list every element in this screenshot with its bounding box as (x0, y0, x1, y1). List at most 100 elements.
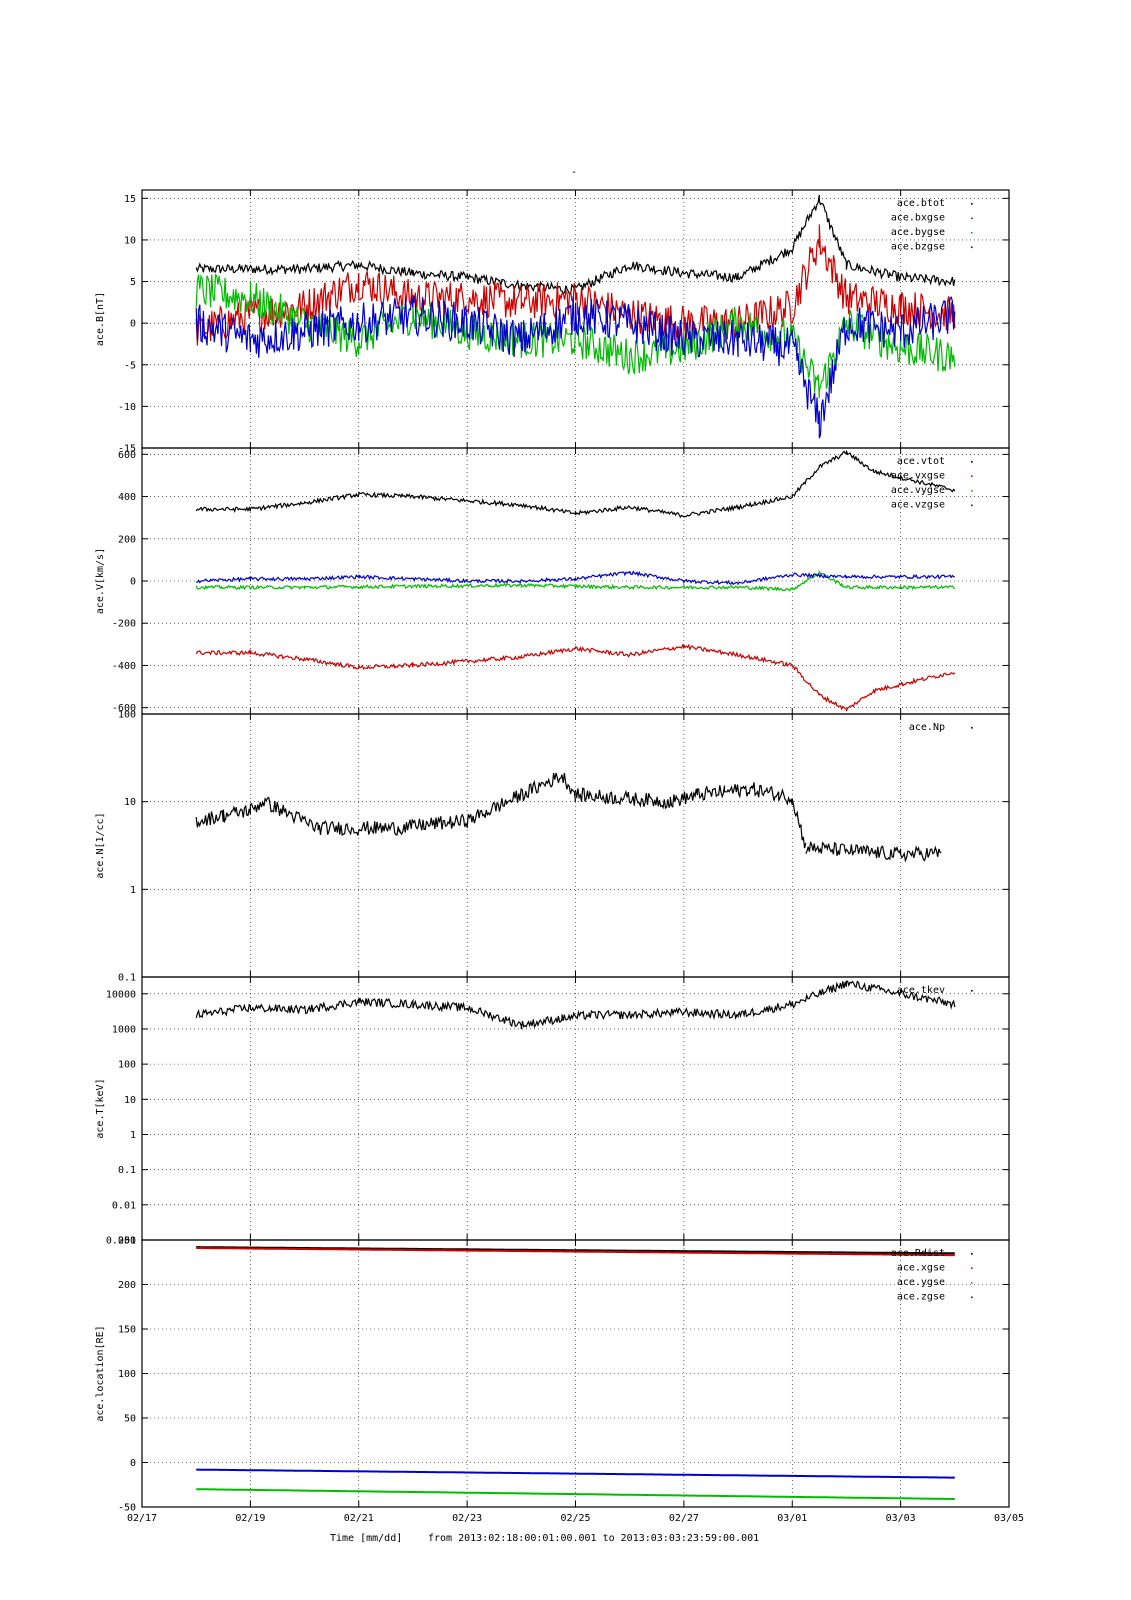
legend-marker (971, 217, 973, 220)
series-ace-btot (195, 194, 956, 296)
y-tick-label: 150 (118, 1325, 136, 1336)
y-tick-label: 250 (118, 1236, 136, 1247)
y-tick-label: -10 (118, 402, 136, 413)
y-axis-label: ace.V[km/s] (95, 548, 106, 614)
x-tick-label: 03/05 (994, 1513, 1024, 1524)
series-ace-zgse (196, 1468, 955, 1479)
legend-marker (971, 232, 973, 234)
y-tick-label: 10 (124, 797, 136, 808)
x-tick-label: 02/23 (452, 1513, 482, 1524)
y-axis-label: ace.N[1/cc] (95, 812, 106, 878)
y-tick-label: 0 (130, 577, 136, 588)
y-tick-label: 200 (118, 1280, 136, 1291)
series-ace-Np (195, 772, 942, 863)
series-ace-xgse (196, 1247, 955, 1257)
y-tick-label: 5 (130, 277, 136, 288)
y-axis-label: ace.T[keV] (95, 1078, 106, 1138)
series-ace-vtot (195, 450, 956, 519)
legend-label: ace.vtot (897, 456, 945, 467)
legend-label: ace.xgse (897, 1263, 945, 1274)
x-tick-label: 02/27 (669, 1513, 699, 1524)
panel-1: 15 10 5 0 -5 -10 -15 ace.B[nT] ace.btot ace.bxgse… (95, 189, 1010, 455)
y-tick-label: 400 (118, 492, 136, 503)
y-tick-label: -400 (112, 661, 136, 672)
legend-label: ace.Np (909, 722, 945, 733)
x-axis-range: from 2013:02:18:00:01:00.001 to 2013:03:… (428, 1533, 759, 1544)
y-tick-label: -200 (112, 619, 136, 630)
y-tick-label: 50 (124, 1414, 136, 1425)
panel-5: 250 200 150 100 50 0 -50 ace.location[RE] ace.Rd… (95, 1236, 1010, 1514)
x-tick-label: 02/25 (560, 1513, 590, 1524)
y-tick-label: -5 (124, 360, 136, 371)
y-tick-label: 10000 (106, 989, 136, 1000)
legend-marker (971, 461, 973, 463)
x-tick-label: 03/03 (886, 1513, 916, 1524)
legend-marker (971, 727, 973, 729)
series-ace-bzgse (195, 295, 956, 439)
legend-label: ace.zgse (897, 1292, 945, 1303)
legend-label: ace.bygse (891, 227, 945, 238)
series-group (196, 1246, 955, 1500)
legend-label: ace.bxgse (891, 213, 945, 224)
legend-marker (971, 1253, 973, 1255)
legend-marker (971, 246, 973, 249)
y-tick-label: 0.1 (118, 1165, 136, 1176)
legend-marker (971, 475, 973, 478)
series-ace-bxgse (195, 224, 956, 346)
y-tick-label: 0 (130, 319, 136, 330)
y-tick-label: 200 (118, 534, 136, 545)
panel-4: 10000 1000 100 10 1 0.1 0.01 0.001 ace.T[keV] ace… (95, 976, 1010, 1247)
chart-panels: 151050-5-10-15ace.B[nT]ace.btotace.bxgse… (95, 189, 1024, 1524)
legend-label: ace.bzgse (891, 242, 945, 253)
y-tick-label: 0.01 (112, 1200, 136, 1211)
legend-marker (971, 1282, 973, 1284)
y-tick-label: 10 (124, 235, 136, 246)
legend-marker (971, 1296, 973, 1299)
series-group (195, 772, 942, 863)
y-tick-label: -50 (118, 1503, 136, 1514)
y-tick-label: 100 (118, 1369, 136, 1380)
series-group (195, 450, 956, 712)
x-tick-label: 02/19 (235, 1513, 265, 1524)
legend-marker (971, 504, 973, 507)
y-tick-label: 0 (130, 1458, 136, 1469)
series-ace-vygse (195, 569, 956, 592)
y-axis-label: ace.location[RE] (95, 1325, 106, 1421)
legend-label: ace.Rdist (891, 1248, 945, 1259)
series-ace-tkev (195, 980, 956, 1030)
y-tick-label: 0.001 (106, 1236, 136, 1247)
y-tick-label: 0.1 (118, 973, 136, 984)
panel-frame (141, 1239, 1010, 1508)
y-tick-label: 100 (118, 710, 136, 721)
y-tick-label: 600 (118, 450, 136, 461)
y-tick-label: -600 (112, 703, 136, 714)
legend-label: ace.vygse (891, 485, 945, 496)
chart-title: - (571, 167, 577, 178)
legend-label: ace.btot (897, 198, 945, 209)
x-tick-label: 03/01 (777, 1513, 807, 1524)
y-tick-label: 15 (124, 194, 136, 205)
y-tick-label: 1000 (112, 1024, 136, 1035)
x-tick-label: 02/17 (127, 1513, 157, 1524)
panel-frame (141, 713, 1010, 978)
y-tick-label: 1 (130, 885, 136, 896)
series-group (195, 194, 956, 439)
series-group (195, 980, 956, 1030)
y-tick-label: 1 (130, 1130, 136, 1141)
legend-label: ace.vxgse (891, 471, 945, 482)
x-tick-label: 02/21 (344, 1513, 374, 1524)
legend-marker (971, 990, 973, 992)
y-tick-label: 10 (124, 1095, 136, 1106)
series-ace-vzgse (196, 570, 955, 586)
y-tick-label: -15 (118, 444, 136, 455)
legend-label: ace.ygse (897, 1277, 945, 1288)
x-axis-label: Time [mm/dd] (330, 1533, 402, 1544)
series-ace-vxgse (195, 643, 956, 712)
legend-marker (971, 490, 973, 492)
panel-3: 100 10 1 0.1 ace.N[1/cc] ace.Np (95, 710, 1010, 984)
legend-label: ace.vzgse (891, 500, 945, 511)
legend-label: ace.tkev (897, 985, 945, 996)
y-axis-label: ace.B[nT] (95, 292, 106, 346)
legend-marker (971, 203, 973, 205)
